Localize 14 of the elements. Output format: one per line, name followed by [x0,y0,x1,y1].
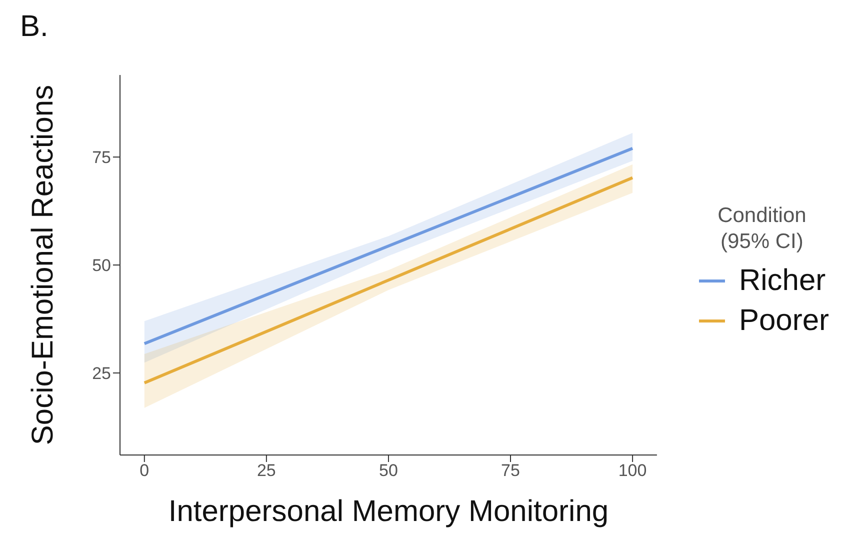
legend-label: Poorer [738,304,829,338]
legend-title: Condition (95% CI) [716,202,808,254]
x-axis-title: Interpersonal Memory Monitoring [168,495,609,528]
x-tick-label: 100 [618,461,647,480]
chart-title: B. [20,10,48,44]
x-tick-label: 75 [501,461,520,480]
y-tick-label: 50 [92,256,111,276]
x-tick-label: 0 [140,461,150,480]
legend-label: Richer [738,264,826,298]
x-tick-label: 50 [379,461,398,480]
y-tick-label: 75 [92,148,111,168]
y-axis-title: Socio-Emotional Reactions [26,84,60,446]
x-tick-label: 25 [256,461,276,480]
y-tick-label: 25 [92,364,111,383]
